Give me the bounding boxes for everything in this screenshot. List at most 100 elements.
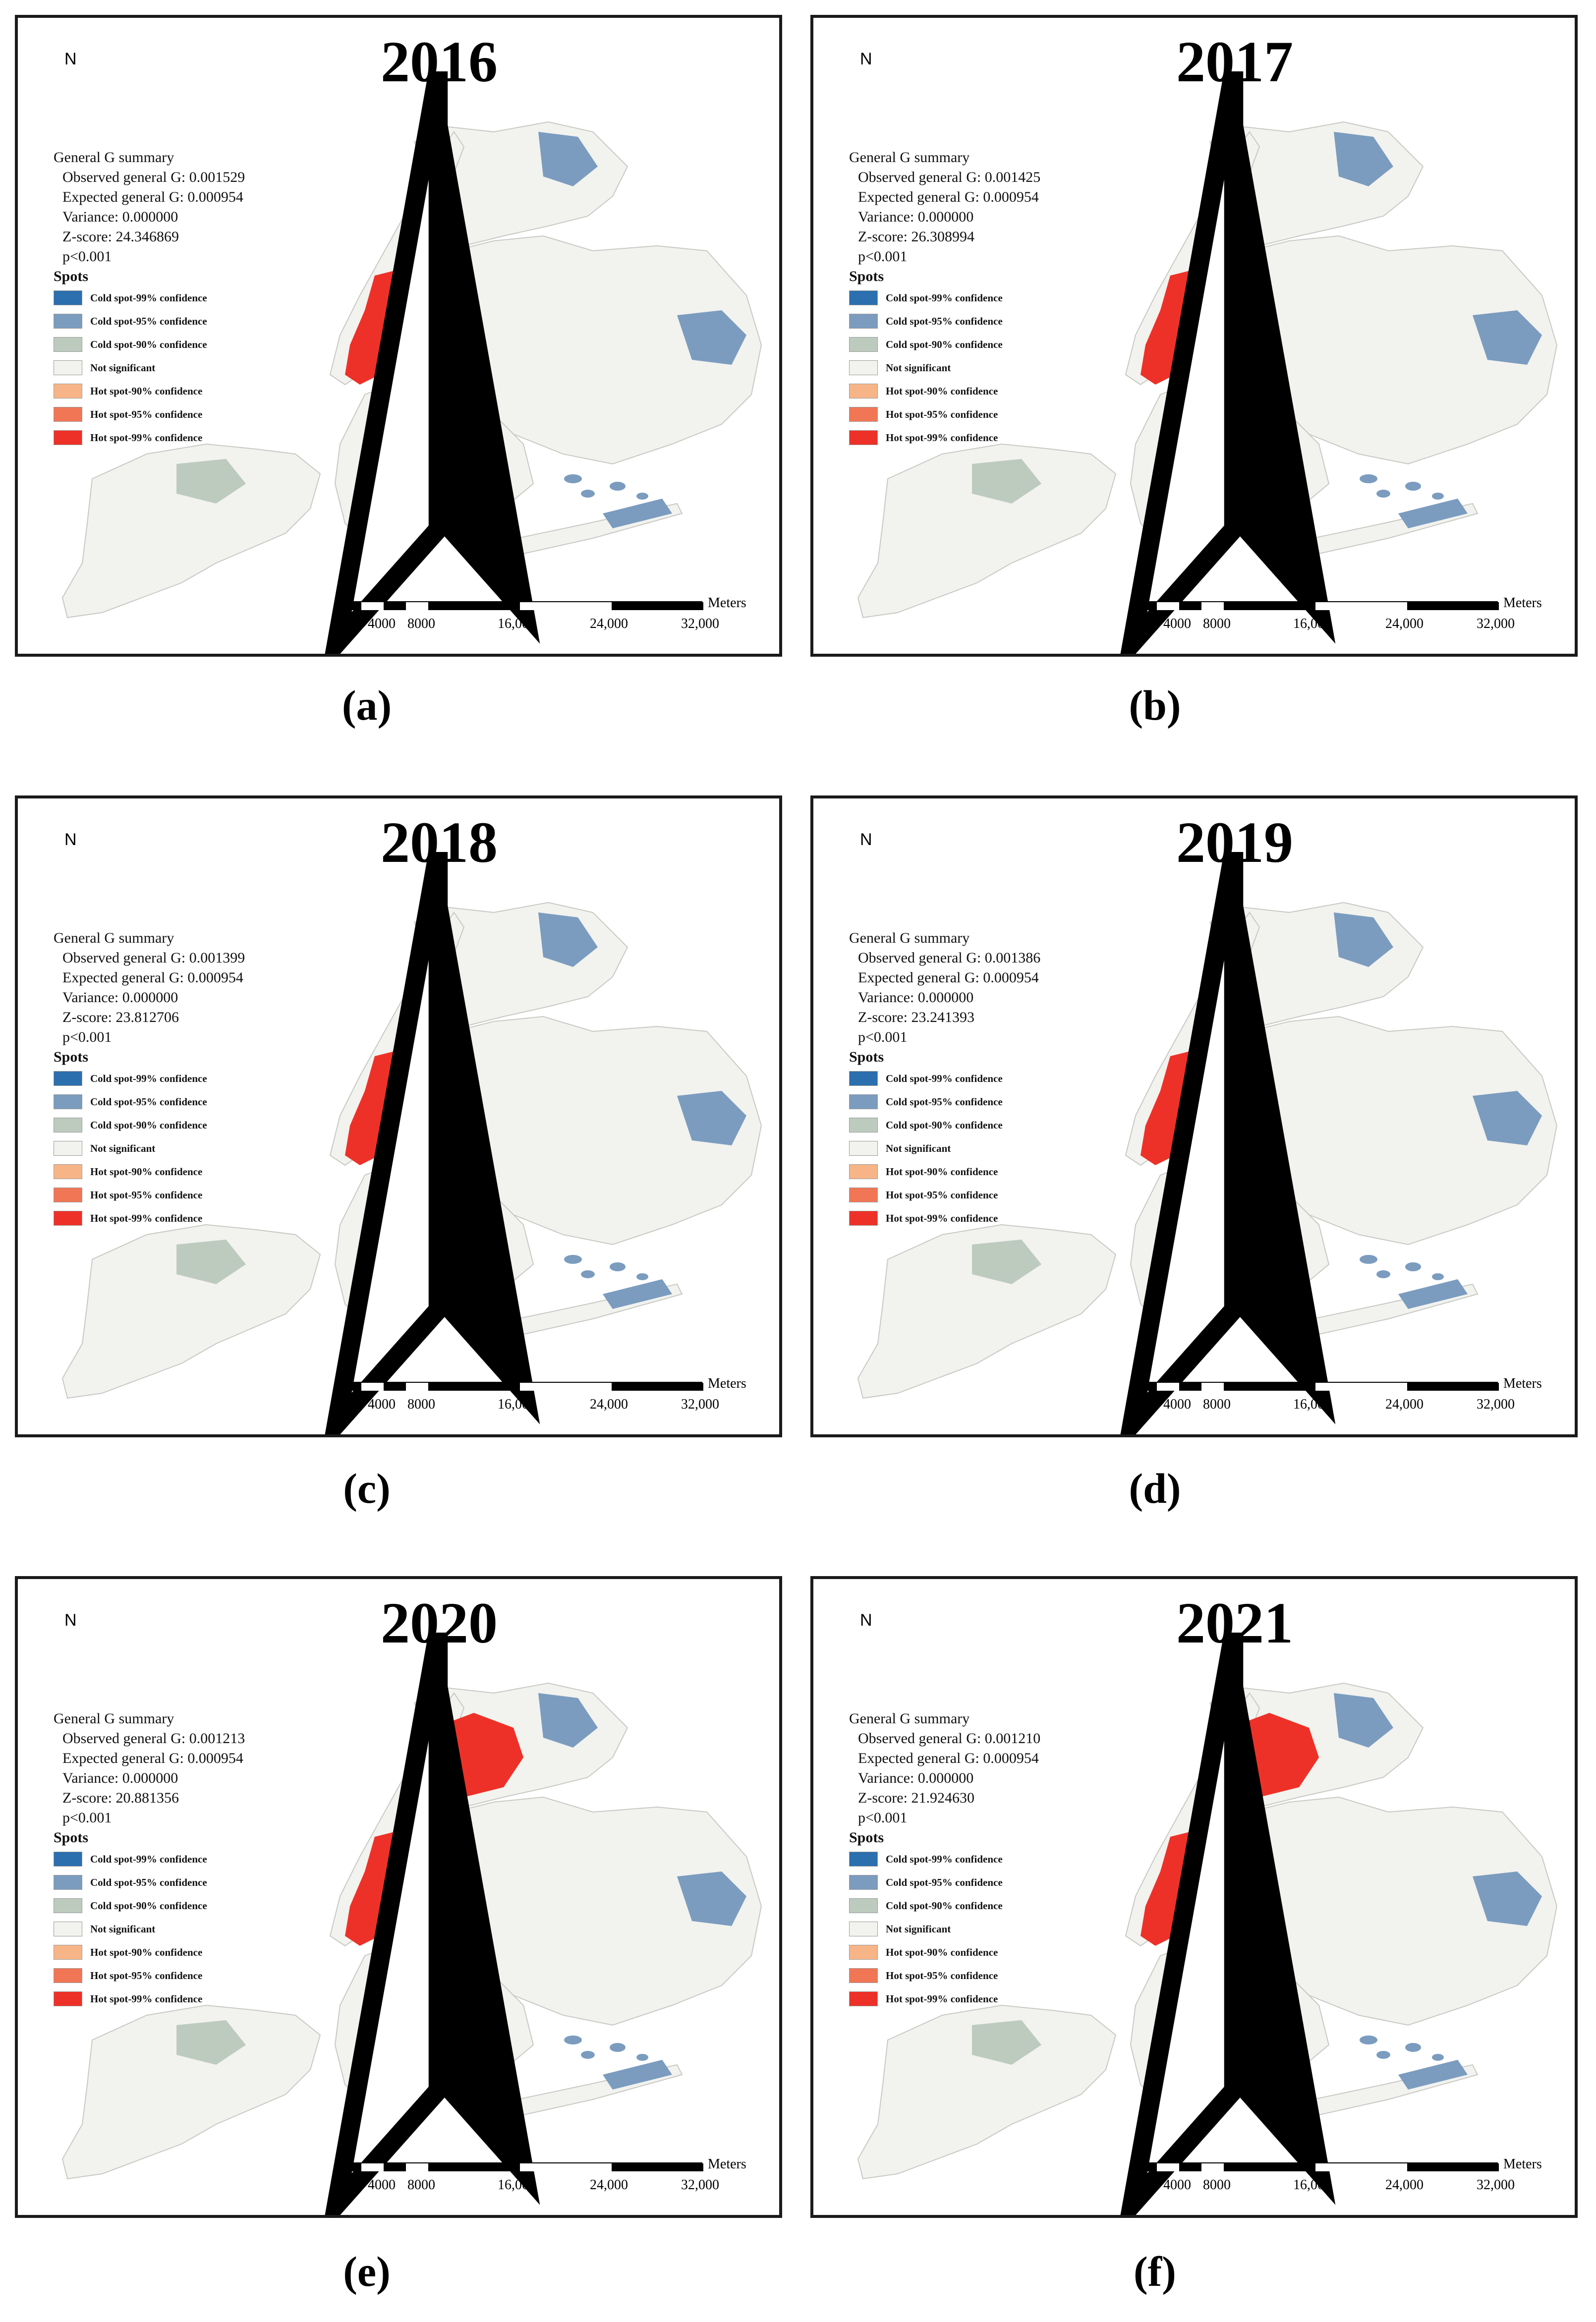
summary-title: General G summary: [54, 930, 174, 946]
legend-swatch: [849, 1188, 878, 1202]
staten-coldspot: [972, 2020, 1041, 2065]
legend-swatch: [849, 290, 878, 305]
variance: Variance: 0.000000: [62, 1770, 178, 1786]
scale-tick: 4000: [368, 2177, 396, 2193]
north-arrow-icon: [1120, 71, 1336, 654]
legend-label: Not significant: [886, 1142, 951, 1154]
scale-tick: 4000: [368, 616, 396, 631]
legend-label: Cold spot-90% confidence: [886, 1900, 1003, 1912]
queens-coldspot: [1473, 1091, 1542, 1145]
p-value: p<0.001: [62, 248, 112, 265]
scale-tick: 32,000: [681, 616, 719, 631]
scale-tick: 0: [1130, 616, 1137, 631]
north-arrow-icon: [1120, 1633, 1336, 2215]
scale-tick: 8000: [1203, 616, 1231, 631]
legend-label: Cold spot-99% confidence: [886, 292, 1003, 304]
bronx-coldspot: [538, 132, 598, 186]
map-panel-2020: 2020 N General G summary Observed genera…: [15, 1576, 782, 2218]
legend-swatch: [849, 1094, 878, 1109]
legend-label: Cold spot-95% confidence: [90, 1876, 207, 1888]
staten-coldspot: [176, 2020, 246, 2065]
legend-label: Hot spot-95% confidence: [90, 1970, 203, 1982]
scale-tick: 24,000: [590, 1397, 628, 1412]
spots-title: Spots: [849, 268, 884, 284]
north-arrow-icon: [325, 852, 540, 1434]
legend-swatch: [849, 1118, 878, 1133]
legend-label: Hot spot-99% confidence: [886, 1993, 998, 2005]
scale-tick: 8000: [407, 1397, 435, 1412]
legend-swatch: [54, 1188, 82, 1202]
z-score: Z-score: 23.812706: [62, 1009, 179, 1025]
legend-label: Hot spot-99% confidence: [886, 432, 998, 444]
expected-g: Expected general G: 0.000954: [62, 969, 243, 986]
summary-title: General G summary: [849, 1710, 970, 1727]
north-arrow-icon: [325, 71, 540, 654]
legend-label: Not significant: [886, 1923, 951, 1935]
general-g-summary: General G summary Observed general G: 0.…: [849, 928, 1040, 1067]
legend-label: Hot spot-99% confidence: [90, 1212, 203, 1224]
legend-swatch: [54, 407, 82, 422]
legend-label: Hot spot-90% confidence: [886, 1946, 998, 1958]
meters-label: Meters: [1503, 595, 1542, 611]
observed-g: Observed general G: 0.001210: [858, 1730, 1041, 1747]
variance: Variance: 0.000000: [858, 989, 974, 1006]
p-value: p<0.001: [62, 1810, 112, 1826]
legend-swatch: [54, 1968, 82, 1983]
north-arrow-icon: [1120, 852, 1336, 1434]
staten-island-shape: [61, 2004, 321, 2180]
legend-label: Not significant: [90, 1142, 156, 1154]
panel-caption: (f): [1134, 2248, 1176, 2295]
scale-tick: 8000: [1203, 1397, 1231, 1412]
queens-coldspot: [1473, 1871, 1542, 1926]
scale-tick: 16,000: [498, 616, 536, 631]
legend-label: Cold spot-99% confidence: [886, 1073, 1003, 1084]
legend-label: Hot spot-95% confidence: [90, 408, 203, 420]
jamaica-bay-islands: [1360, 474, 1444, 500]
expected-g: Expected general G: 0.000954: [62, 189, 243, 205]
p-value: p<0.001: [858, 1810, 908, 1826]
scale-bar: Meters 0 4000 8000 16,000 24,000 32,000: [334, 1376, 759, 1421]
panel-caption: (c): [343, 1465, 391, 1512]
general-g-summary: General G summary Observed general G: 0.…: [849, 148, 1040, 286]
z-score: Z-score: 26.308994: [858, 228, 974, 245]
legend-label: Cold spot-95% confidence: [90, 315, 207, 327]
staten-coldspot: [176, 459, 246, 504]
observed-g: Observed general G: 0.001213: [62, 1730, 245, 1747]
legend-label: Hot spot-90% confidence: [886, 1166, 998, 1178]
queens-coldspot: [677, 1871, 746, 1926]
observed-g: Observed general G: 0.001399: [62, 950, 245, 966]
legend-swatch: [849, 360, 878, 375]
north-label: N: [64, 830, 77, 849]
expected-g: Expected general G: 0.000954: [858, 1750, 1039, 1766]
queens-coldspot: [677, 310, 746, 365]
p-value: p<0.001: [62, 1029, 112, 1045]
legend-swatch: [849, 1875, 878, 1890]
scale-tick: 16,000: [1293, 2177, 1331, 2193]
scale-tick: 32,000: [1477, 2177, 1515, 2193]
scale-tick: 24,000: [590, 2177, 628, 2193]
legend-swatch: [849, 1071, 878, 1086]
legend-swatch: [849, 1141, 878, 1156]
jamaica-bay-islands: [1360, 2036, 1444, 2061]
legend-swatch: [849, 1968, 878, 1983]
legend-label: Hot spot-95% confidence: [90, 1189, 203, 1201]
general-g-summary: General G summary Observed general G: 0.…: [54, 928, 245, 1067]
legend-swatch: [54, 1922, 82, 1936]
jamaica-coldspot: [1398, 1279, 1468, 1309]
map-panel-2021: 2021 N General G summary Observed genera…: [810, 1576, 1578, 2218]
z-score: Z-score: 24.346869: [62, 228, 179, 245]
map-panel-2016: 2016 N General G summary Observed genera…: [15, 15, 782, 657]
general-g-summary: General G summary Observed general G: 0.…: [54, 148, 245, 286]
legend-swatch: [54, 1991, 82, 2006]
jamaica-coldspot: [1398, 499, 1468, 528]
north-label: N: [860, 830, 872, 849]
scale-tick: 16,000: [498, 2177, 536, 2193]
staten-island-shape: [857, 1224, 1117, 1399]
legend-label: Hot spot-95% confidence: [886, 1970, 998, 1982]
summary-title: General G summary: [54, 1710, 174, 1727]
general-g-summary: General G summary Observed general G: 0.…: [54, 1709, 245, 1848]
legend-swatch: [54, 1118, 82, 1133]
legend-swatch: [849, 1852, 878, 1867]
legend-label: Cold spot-95% confidence: [886, 315, 1003, 327]
scale-tick: 4000: [1163, 616, 1191, 631]
